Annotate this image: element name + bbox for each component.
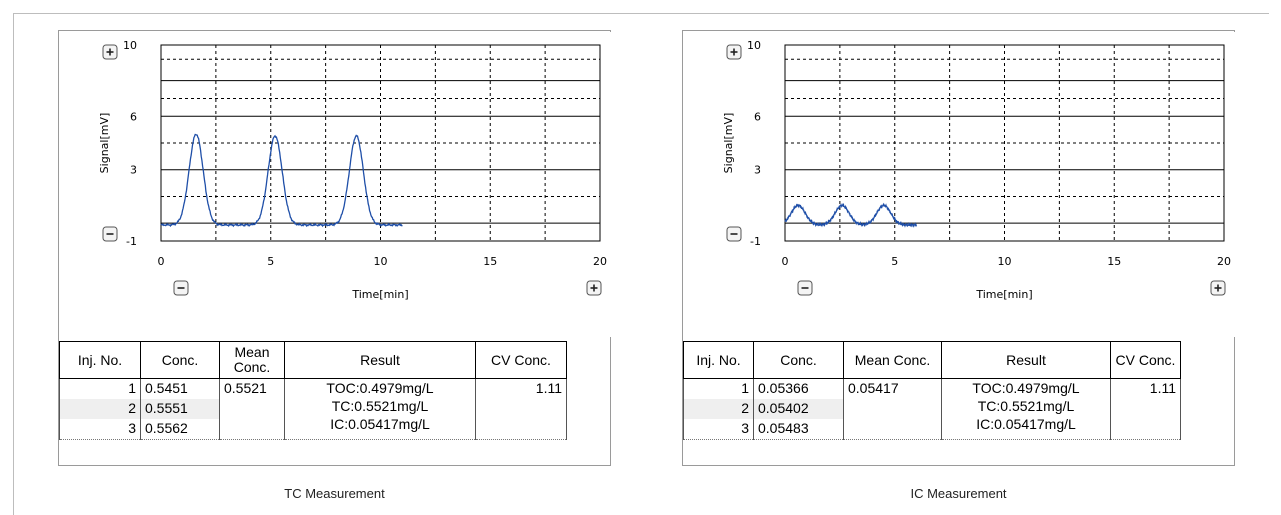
y-tick-label: -1 (750, 235, 761, 248)
table-row[interactable]: 3 0.5562 (59, 419, 567, 440)
x-tick-label: 20 (1217, 255, 1231, 268)
table-row[interactable]: 2 0.5551 (59, 399, 567, 419)
result-line: TOC:0.4979mg/L (972, 380, 1080, 396)
concentration-value: 0.05366 (753, 378, 844, 399)
panel-caption: IC Measurement (910, 486, 1007, 501)
x-zoom-in-button[interactable] (1210, 280, 1226, 296)
table-row[interactable]: 1 0.5451 0.5521 TOC:0.4979mg/L TC:0.5521mg/L… (59, 378, 567, 440)
concentration-value: 0.5562 (140, 419, 220, 440)
injection-number: 3 (683, 419, 754, 440)
result-line: TC:0.5521mg/L (977, 398, 1075, 414)
result-cell: TOC:0.4979mg/L TC:0.5521mg/L IC:0.05417mg/… (941, 378, 1111, 440)
x-tick-label: 0 (782, 255, 789, 268)
y-zoom-out-button[interactable] (102, 226, 118, 242)
figure-frame (13, 13, 1269, 515)
signal-chart: 10 6 3 -1 0 5 10 15 20 Time[min] Signal[mV] (98, 39, 607, 301)
column-header[interactable]: CV Conc. (475, 341, 567, 379)
column-header[interactable]: Mean Conc. (843, 341, 942, 379)
panel-box: 10 6 3 -1 0 5 10 15 20 Time[min] Signal[mV] Inj. No… (682, 30, 1235, 466)
y-tick-label: 6 (754, 110, 761, 123)
y-zoom-in-button[interactable] (102, 44, 118, 60)
column-header[interactable]: Inj. No. (59, 341, 141, 379)
y-tick-label: 10 (123, 39, 137, 52)
table-row[interactable]: 2 0.05402 (683, 399, 1181, 419)
chart-area: 10 6 3 -1 0 5 10 15 20 Time[min] Signal[mV] (684, 32, 1235, 337)
result-line: TOC:0.4979mg/L (326, 380, 434, 396)
mean-concentration-value: 0.05417 (843, 378, 942, 440)
injection-number: 2 (59, 399, 141, 419)
injection-number: 3 (59, 419, 141, 440)
x-tick-label: 10 (374, 255, 388, 268)
column-header[interactable]: Conc. (140, 341, 220, 379)
y-tick-label: 3 (130, 164, 137, 177)
y-tick-label: -1 (126, 235, 137, 248)
y-zoom-in-button[interactable] (726, 44, 742, 60)
results-table: Inj. No. Conc. Mean Conc. Result CV Conc. 1 0.… (59, 341, 567, 440)
x-tick-label: 0 (158, 255, 165, 268)
x-axis-label: Time[min] (351, 288, 408, 301)
signal-chart: 10 6 3 -1 0 5 10 15 20 Time[min] Signal[mV] (722, 39, 1231, 301)
y-zoom-out-button[interactable] (726, 226, 742, 242)
x-zoom-out-button[interactable] (797, 280, 813, 296)
injection-number: 1 (59, 378, 141, 399)
panel-box: 10 6 3 -1 0 5 10 15 20 Time[min] Signal[mV] Inj. No… (58, 30, 611, 466)
table-row[interactable]: 1 0.05366 0.05417 TOC:0.4979mg/L TC:0.5521mg… (683, 378, 1181, 440)
y-tick-label: 10 (747, 39, 761, 52)
column-header[interactable]: CV Conc. (1110, 341, 1181, 379)
mean-concentration-value: 0.5521 (219, 378, 285, 440)
x-zoom-out-button[interactable] (173, 280, 189, 296)
ic-measurement-panel: 10 6 3 -1 0 5 10 15 20 Time[min] Signal[mV] Inj. No… (682, 30, 1235, 501)
x-tick-label: 5 (267, 255, 274, 268)
concentration-value: 0.05483 (753, 419, 844, 440)
result-line: IC:0.05417mg/L (330, 416, 430, 432)
y-axis-label: Signal[mV] (722, 113, 735, 174)
result-line: TC:0.5521mg/L (331, 398, 429, 414)
injection-number: 1 (683, 378, 754, 399)
concentration-value: 0.5451 (140, 378, 220, 399)
tc-measurement-panel: 10 6 3 -1 0 5 10 15 20 Time[min] Signal[mV] Inj. No… (58, 30, 611, 501)
x-tick-label: 15 (483, 255, 497, 268)
y-axis-label: Signal[mV] (98, 113, 111, 174)
panel-caption: TC Measurement (284, 486, 385, 501)
result-cell: TOC:0.4979mg/L TC:0.5521mg/L IC:0.05417mg/… (284, 378, 476, 440)
result-line: IC:0.05417mg/L (976, 416, 1076, 432)
concentration-value: 0.05402 (753, 399, 844, 419)
column-header[interactable]: Result (941, 341, 1111, 379)
y-tick-label: 6 (130, 110, 137, 123)
column-header[interactable]: Mean Conc. (219, 341, 285, 379)
x-zoom-in-button[interactable] (586, 280, 602, 296)
cv-concentration-value: 1.11 (1110, 378, 1181, 440)
chart-area: 10 6 3 -1 0 5 10 15 20 Time[min] Signal[mV] (60, 32, 611, 337)
column-header[interactable]: Conc. (753, 341, 844, 379)
signal-series-line (160, 133, 403, 228)
y-tick-label: 3 (754, 164, 761, 177)
x-tick-label: 10 (998, 255, 1012, 268)
concentration-value: 0.5551 (140, 399, 220, 419)
table-row[interactable]: 3 0.05483 (683, 419, 1181, 440)
x-tick-label: 20 (593, 255, 607, 268)
cv-concentration-value: 1.11 (475, 378, 567, 440)
column-header[interactable]: Inj. No. (683, 341, 754, 379)
results-table: Inj. No. Conc. Mean Conc. Result CV Conc. 1 0.… (683, 341, 1181, 440)
x-tick-label: 5 (891, 255, 898, 268)
signal-series-line (784, 202, 917, 228)
x-axis-label: Time[min] (975, 288, 1032, 301)
column-header[interactable]: Result (284, 341, 476, 379)
x-tick-label: 15 (1107, 255, 1121, 268)
injection-number: 2 (683, 399, 754, 419)
